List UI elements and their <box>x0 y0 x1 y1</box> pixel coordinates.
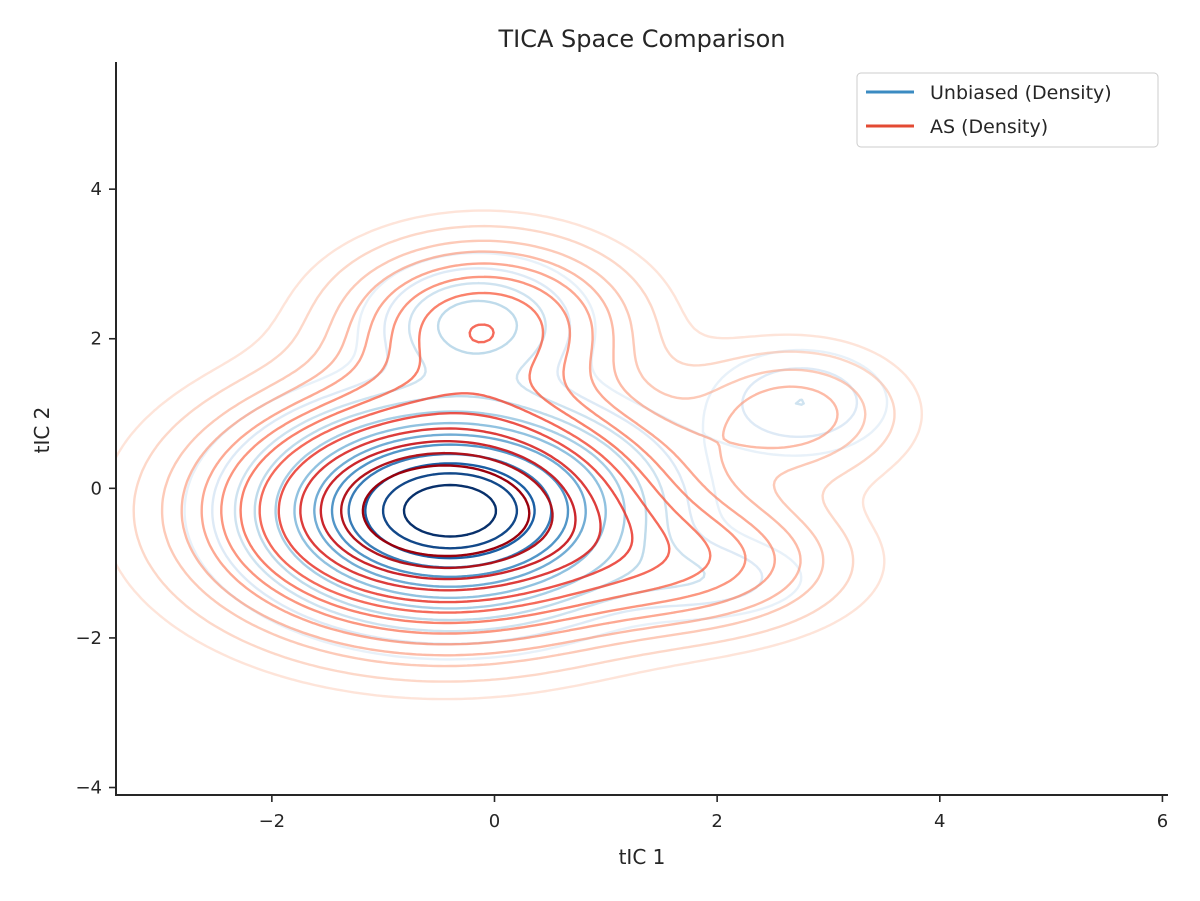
y-axis-label: tIC 2 <box>30 407 54 454</box>
y-tick-label: 2 <box>91 329 102 350</box>
unbiased-contour-level-6 <box>293 421 607 599</box>
x-tick-label: 2 <box>711 811 722 832</box>
as-contour-level-13 <box>361 464 531 558</box>
as-contour-level-1 <box>116 209 923 701</box>
as-contour-level-8 <box>258 323 671 614</box>
x-tick-label: 6 <box>1157 811 1168 832</box>
as-contour-level-9 <box>277 412 634 604</box>
y-tick-label: 4 <box>91 179 102 200</box>
contour-layer <box>116 209 923 701</box>
y-tick-label: −4 <box>75 778 102 799</box>
x-ticks: −2 0 2 4 6 <box>259 795 1168 832</box>
as-contour-level-6 <box>220 275 747 635</box>
unbiased-contour-level-5 <box>274 410 626 610</box>
legend-label-unbiased: Unbiased (Density) <box>930 82 1112 104</box>
y-ticks: −4 −2 0 2 4 <box>75 179 116 799</box>
as-contour-level-11 <box>319 440 577 581</box>
legend-label-as: AS (Density) <box>930 116 1048 138</box>
as-contour-level-4 <box>180 250 839 657</box>
legend: Unbiased (Density) AS (Density) <box>856 72 1159 148</box>
chart-title: TICA Space Comparison <box>497 25 785 53</box>
unbiased-contour-level-12 <box>402 483 498 538</box>
y-tick-label: −2 <box>75 628 102 649</box>
as-contour-level-2 <box>132 224 896 683</box>
y-tick-label: 0 <box>91 478 102 499</box>
x-axis-label: tIC 1 <box>619 845 666 869</box>
as-contour-level-7 <box>239 291 712 625</box>
unbiased-contour-level-8 <box>330 443 570 578</box>
x-tick-label: 4 <box>934 811 945 832</box>
axes <box>115 62 1168 796</box>
x-tick-label: −2 <box>259 811 286 832</box>
unbiased-contour-level-11 <box>381 472 519 550</box>
legend-box <box>856 72 1159 148</box>
as-contour-level-3 <box>160 239 867 668</box>
as-density-contours <box>116 209 923 701</box>
as-contour-level-12 <box>340 451 554 570</box>
x-tick-label: 0 <box>489 811 500 832</box>
as-contour-level-10 <box>299 427 602 592</box>
unbiased-contour-level-7 <box>313 433 587 588</box>
as-contour-level-5 <box>200 262 776 646</box>
